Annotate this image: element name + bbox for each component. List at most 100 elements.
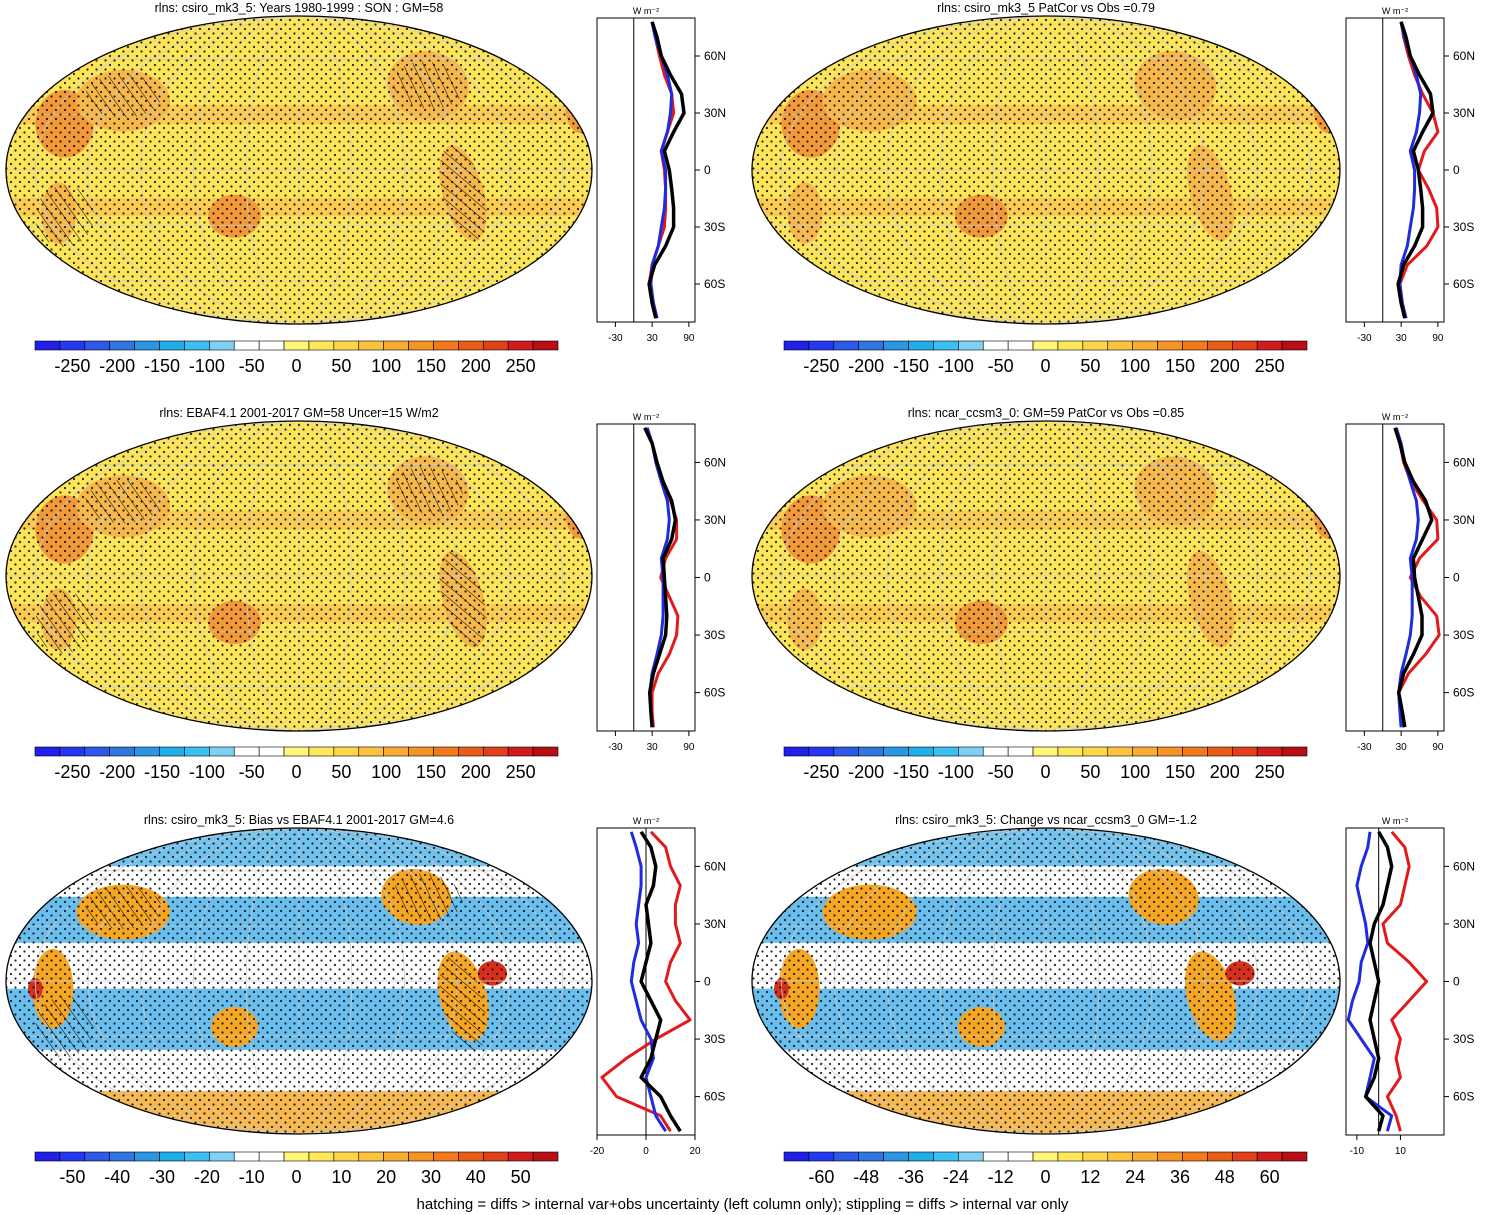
colorbar-tick-label: 24: [1125, 1167, 1145, 1187]
colorbar-swatch: [532, 340, 559, 351]
zonal-xtick-label: 0: [643, 1146, 649, 1157]
colorbar-swatch: [982, 340, 1009, 351]
colorbar-swatch: [833, 746, 860, 757]
colorbar-swatch: [134, 340, 160, 351]
colorbar-swatch: [34, 746, 61, 757]
zonal-xtick-label: -30: [1357, 333, 1372, 344]
zonal-frame: [1345, 17, 1445, 323]
colorbar-swatch: [808, 746, 835, 757]
colorbar-swatch: [1007, 746, 1034, 757]
colorbar-tick-label: 50: [331, 356, 351, 376]
colorbar-swatch: [958, 1151, 984, 1162]
colorbar-swatch: [134, 746, 160, 757]
colorbar-swatch: [1032, 340, 1059, 351]
colorbar-swatch: [209, 1151, 235, 1162]
zonal-mean-plot: W m⁻² 60N 30N 0 30S 60S -10 10: [1345, 816, 1475, 1157]
panel-4: rlns: ncar_ccsm3_0: GM=59 PatCor vs Obs …: [751, 406, 1475, 782]
colorbar-swatch: [808, 340, 835, 351]
colorbar-swatch: [258, 340, 285, 351]
zonal-series-red: [600, 830, 692, 1133]
colorbar-swatch: [933, 1151, 959, 1162]
colorbar-swatch: [482, 340, 509, 351]
zonal-ytick-label: 0: [1453, 975, 1460, 989]
hatching-north-america: [393, 873, 463, 921]
colorbar-swatch: [1157, 1151, 1183, 1162]
colorbar-swatch: [1157, 746, 1183, 757]
colorbar-swatch: [59, 340, 86, 351]
zonal-ytick-label: 60N: [704, 49, 726, 63]
colorbar-tick-label: -250: [803, 356, 839, 376]
zonal-mean-plot: W m⁻² 60N 30N 0 30S 60S -20 0 20: [590, 816, 726, 1157]
colorbar-swatch: [532, 746, 559, 757]
zonal-ytick-label: 30S: [1453, 628, 1474, 642]
colorbar-swatch: [433, 746, 459, 757]
colorbar-tick-label: -24: [943, 1167, 969, 1187]
colorbar-swatch: [308, 746, 335, 757]
colorbar-swatch: [134, 1151, 160, 1162]
colorbar-tick-label: 36: [1170, 1167, 1190, 1187]
colorbar-swatch: [958, 746, 984, 757]
colorbar-swatch: [482, 746, 509, 757]
zonal-series-black: [1393, 427, 1434, 728]
colorbar-swatch: [958, 340, 984, 351]
colorbar-swatch: [84, 746, 111, 757]
map-field: [752, 421, 1340, 731]
zonal-series-black: [643, 427, 678, 728]
zonal-xtick-label: -30: [1357, 742, 1372, 753]
colorbar-tick-label: 0: [1040, 1167, 1050, 1187]
colorbar-swatch: [1082, 340, 1109, 351]
colorbar-tick-label: 100: [1120, 356, 1150, 376]
zonal-series-black: [1363, 830, 1394, 1132]
colorbar-swatch: [783, 340, 810, 351]
map-title: rlns: csiro_mk3_5: Years 1980-1999 : SON…: [155, 1, 444, 15]
colorbar-tick-label: -250: [54, 356, 90, 376]
colorbar-tick-label: -36: [898, 1167, 924, 1187]
colorbar-swatch: [383, 1151, 409, 1162]
colorbar-swatch: [1107, 340, 1133, 351]
colorbar-tick-label: 150: [1165, 762, 1195, 782]
panel-3: rlns: EBAF4.1 2001-2017 GM=58 Uncer=15 W…: [5, 406, 726, 782]
colorbar-swatch: [982, 746, 1009, 757]
colorbar-swatch: [1281, 746, 1308, 757]
colorbar-swatch: [1007, 1151, 1034, 1162]
zonal-unit-label: W m⁻²: [633, 816, 659, 826]
colorbar-swatch: [1132, 746, 1158, 757]
zonal-mean-plot: W m⁻² 60N 30N 0 30S 60S -30 30 90: [1345, 412, 1475, 753]
zonal-unit-label: W m⁻²: [1382, 6, 1408, 16]
colorbar-tick-label: 150: [1165, 356, 1195, 376]
hatching-south-america: [439, 145, 487, 241]
zonal-ytick-label: 30N: [704, 513, 726, 527]
map-field: [6, 828, 592, 1134]
colorbar-swatch: [209, 746, 235, 757]
zonal-mean-plot: W m⁻² 60N 30N 0 30S 60S -30 30 90: [1345, 6, 1475, 344]
colorbar-swatch: [1231, 340, 1258, 351]
zonal-series-black: [639, 830, 682, 1133]
colorbar-swatch: [159, 340, 185, 351]
zonal-ytick-label: 30S: [704, 1032, 725, 1046]
colorbar-swatch: [458, 340, 484, 351]
colorbar-swatch: [34, 340, 61, 351]
colorbar-swatch: [933, 746, 959, 757]
colorbar-swatch: [333, 746, 360, 757]
colorbar-swatch: [1231, 1151, 1258, 1162]
colorbar-swatch: [833, 1151, 860, 1162]
colorbar-tick-label: 0: [291, 762, 301, 782]
colorbar-tick-label: 40: [466, 1167, 486, 1187]
zonal-mean-plot: W m⁻² 60N 30N 0 30S 60S -30 30 90: [596, 6, 726, 344]
map-title: rlns: csiro_mk3_5 PatCor vs Obs =0.79: [937, 1, 1155, 15]
zonal-ytick-label: 30S: [1453, 1032, 1474, 1046]
zonal-xtick-label: 90: [683, 333, 695, 344]
colorbar-tick-label: 100: [1120, 762, 1150, 782]
figure-svg: rlns: csiro_mk3_5: Years 1980-1999 : SON…: [5, 1, 1475, 1187]
colorbar-tick-label: 30: [421, 1167, 441, 1187]
colorbar-swatch: [34, 1151, 61, 1162]
map-title: rlns: ncar_ccsm3_0: GM=59 PatCor vs Obs …: [908, 406, 1185, 420]
colorbar-tick-label: -200: [99, 356, 135, 376]
colorbar-swatch: [408, 1151, 434, 1162]
zonal-ytick-label: 30S: [704, 628, 725, 642]
zonal-xtick-label: 90: [1432, 742, 1444, 753]
colorbar-swatch: [1057, 746, 1084, 757]
colorbar-swatch: [1281, 1151, 1308, 1162]
hatching-asia: [85, 886, 162, 929]
colorbar-tick-label: 12: [1080, 1167, 1100, 1187]
